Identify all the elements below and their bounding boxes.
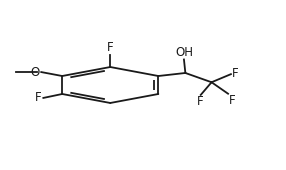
Text: O: O: [31, 66, 40, 79]
Text: OH: OH: [175, 46, 193, 59]
Text: F: F: [229, 94, 236, 107]
Text: F: F: [232, 67, 239, 80]
Text: F: F: [196, 95, 203, 108]
Text: F: F: [107, 41, 114, 54]
Text: F: F: [35, 91, 42, 104]
